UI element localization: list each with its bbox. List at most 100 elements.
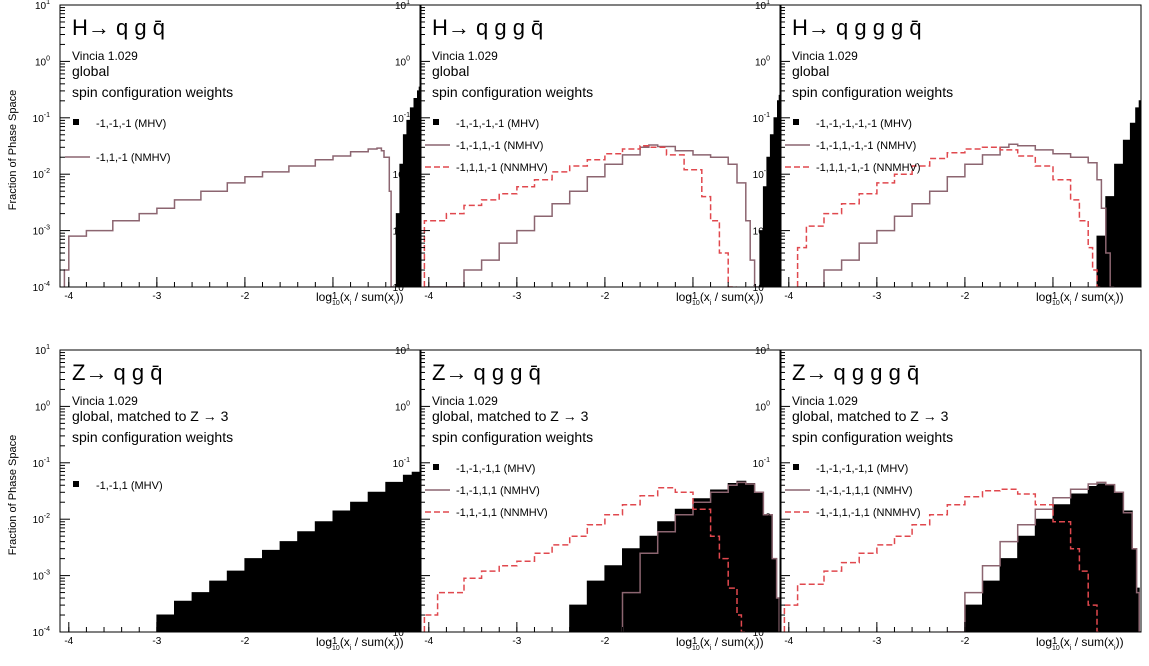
y-tick-exponent: -2 (404, 168, 410, 175)
y-tick-label: 101 (395, 344, 410, 357)
x-axis-label-part: 10 (332, 300, 340, 307)
x-tick-label: -2 (600, 291, 609, 302)
x-axis-label-part: i (394, 645, 396, 652)
legend-entry: -1,-1,1,-1,-1 (NMHV) (816, 140, 916, 152)
x-axis-label-part: 10 (1052, 300, 1060, 307)
panel-mode: global, matched to Z → 3 (72, 408, 229, 424)
legend-entry: -1,1,-1 (NMHV) (96, 152, 171, 164)
x-axis-label-part: )) (396, 635, 404, 649)
y-tick-exponent: 1 (46, 0, 50, 6)
series-mhv-fill (947, 483, 1141, 632)
plot-area (148, 471, 421, 632)
series-mhv-fill (552, 480, 781, 632)
plot-area (423, 94, 781, 287)
plot-frame (779, 349, 1142, 633)
y-tick-exponent: -3 (764, 570, 770, 577)
y-tick-label: 100 (395, 55, 410, 68)
panel-mode: global (792, 63, 829, 79)
series-mhv-fill (1088, 100, 1141, 287)
legend-entry: -1,-1,-1,-1 (MHV) (456, 118, 539, 130)
panel-title: Z→ q g g g q̄ (792, 360, 919, 385)
legend-entry: -1,1,1,-1 (NNMHV) (456, 162, 548, 174)
y-tick-exponent: 0 (406, 400, 410, 407)
y-tick-exponent: -1 (764, 112, 770, 119)
plot-frame (779, 4, 1142, 288)
y-tick-label: 100 (35, 55, 50, 68)
panel-weights-label: spin configuration weights (72, 84, 233, 100)
x-axis-label-part: i (1070, 645, 1072, 652)
x-tick-label: -4 (64, 291, 73, 302)
legend-entry: -1,-1,1 (MHV) (96, 480, 163, 492)
y-tick-exponent: -1 (44, 112, 50, 119)
y-tick-label: 10-3 (33, 570, 50, 583)
x-axis-label-part: i (350, 300, 352, 307)
plot-frame (419, 4, 782, 288)
x-tick-label: -1 (688, 291, 697, 302)
x-tick-label: -4 (784, 636, 793, 647)
panel-mode: global, matched to Z → 3 (792, 408, 949, 424)
y-tick-label: 101 (35, 0, 50, 12)
x-axis-label-part: (x (700, 290, 710, 304)
series-mhv-fill (392, 86, 421, 287)
series-nmhv-line (424, 144, 759, 287)
x-axis-label: log10(xi / sum(xi)) (1036, 635, 1124, 652)
plot-frame (59, 349, 422, 633)
y-axis-label-bottom: Fraction of Phase Space (7, 435, 19, 555)
y-tick-exponent: -3 (44, 570, 50, 577)
y-tick-exponent: -1 (44, 457, 50, 464)
series-mhv-fill (148, 471, 421, 632)
plot-area (783, 481, 1141, 632)
x-tick-label: -4 (424, 291, 433, 302)
series-nnmhv-line (423, 144, 737, 287)
legend-entry: -1,-1,1,-1,1 (NNMHV) (816, 507, 921, 519)
y-tick-label: 100 (395, 400, 410, 413)
x-tick-label: -3 (512, 636, 521, 647)
y-tick-label: 101 (755, 344, 770, 357)
y-tick-exponent: 0 (46, 55, 50, 62)
x-axis-label-part: )) (756, 290, 764, 304)
plot-area (796, 100, 1141, 287)
y-tick-label: 10-4 (753, 626, 770, 639)
y-tick-exponent: 1 (766, 0, 770, 6)
x-axis-label-part: (x (340, 635, 350, 649)
x-tick-label: -1 (688, 636, 697, 647)
x-axis-label-part: / sum(x (711, 290, 754, 304)
y-tick-exponent: -4 (44, 626, 50, 633)
x-axis-label-part: log (316, 290, 332, 304)
panel-weights-label: spin configuration weights (792, 84, 953, 100)
x-axis-label-part: )) (1116, 635, 1124, 649)
x-tick-label: -2 (240, 636, 249, 647)
y-tick-exponent: 1 (406, 0, 410, 6)
y-tick-label: 10-1 (753, 457, 770, 470)
legend-entry: -1,1,1,-1,-1 (NNMHV) (816, 162, 921, 174)
y-tick-label: 100 (35, 400, 50, 413)
x-axis-label-part: 10 (692, 300, 700, 307)
x-axis-label-part: i (710, 300, 712, 307)
x-axis-label-part: / sum(x (351, 635, 394, 649)
y-tick-label: 100 (755, 400, 770, 413)
legend-swatch-mhv (433, 119, 439, 125)
panel-mode: global (432, 63, 469, 79)
x-tick-label: -3 (872, 291, 881, 302)
y-tick-exponent: -2 (764, 168, 770, 175)
y-tick-exponent: 1 (766, 344, 770, 351)
y-tick-exponent: -3 (404, 225, 410, 232)
y-tick-exponent: -3 (404, 570, 410, 577)
x-axis-label-part: / sum(x (1071, 290, 1114, 304)
legend-entry: -1,1,-1,1 (NNMHV) (456, 507, 548, 519)
panel-version: Vincia 1.029 (432, 394, 498, 408)
y-tick-exponent: -2 (44, 168, 50, 175)
x-tick-label: -4 (784, 291, 793, 302)
x-axis-label-part: (x (700, 635, 710, 649)
plot-frame (419, 349, 782, 633)
x-tick-label: -2 (240, 291, 249, 302)
y-tick-label: 10-1 (753, 112, 770, 125)
x-axis-label-part: log (676, 290, 692, 304)
x-tick-label: -3 (152, 291, 161, 302)
panel-title: H→ q g g q̄ (432, 15, 543, 40)
legend-entry: -1,-1,-1,1,1 (NMHV) (816, 485, 913, 497)
x-axis-label: log10(xi / sum(xi)) (316, 290, 404, 307)
x-tick-label: -3 (872, 636, 881, 647)
series-nnmhv-line (783, 488, 1101, 632)
